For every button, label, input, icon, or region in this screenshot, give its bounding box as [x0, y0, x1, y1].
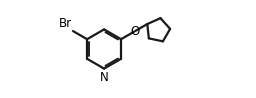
- Text: Br: Br: [59, 17, 72, 30]
- Text: N: N: [100, 71, 109, 84]
- Text: O: O: [130, 25, 139, 38]
